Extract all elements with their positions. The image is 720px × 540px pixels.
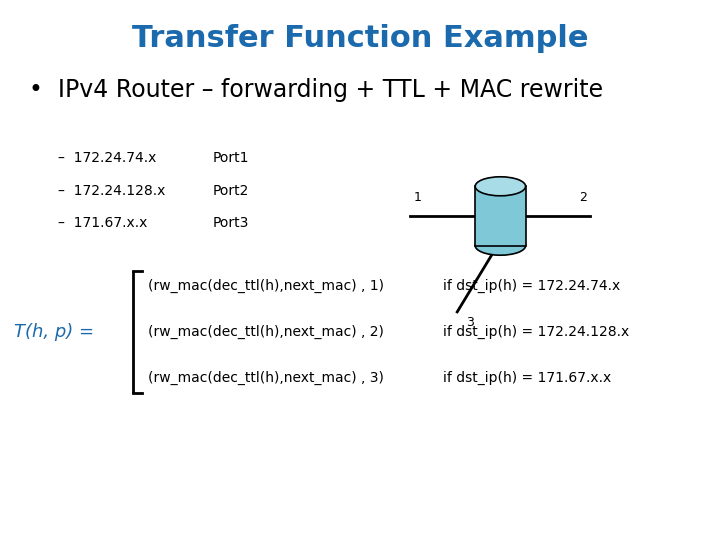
Ellipse shape [475,236,526,255]
Text: 3: 3 [466,316,474,329]
Text: (rw_mac(dec_ttl(h),next_mac) , 2): (rw_mac(dec_ttl(h),next_mac) , 2) [148,325,384,339]
Ellipse shape [475,177,526,196]
Text: 2: 2 [579,191,587,204]
Text: (rw_mac(dec_ttl(h),next_mac) , 3): (rw_mac(dec_ttl(h),next_mac) , 3) [148,371,384,385]
Text: Transfer Function Example: Transfer Function Example [132,24,588,53]
Text: if dst_ip(h) = 172.24.128.x: if dst_ip(h) = 172.24.128.x [443,325,629,339]
Text: if dst_ip(h) = 172.24.74.x: if dst_ip(h) = 172.24.74.x [443,279,620,293]
Text: T(h, p) =: T(h, p) = [14,323,94,341]
Text: Port3: Port3 [212,216,249,230]
Text: (rw_mac(dec_ttl(h),next_mac) , 1): (rw_mac(dec_ttl(h),next_mac) , 1) [148,279,384,293]
FancyBboxPatch shape [475,186,526,246]
Text: Port1: Port1 [212,151,249,165]
Text: if dst_ip(h) = 171.67.x.x: if dst_ip(h) = 171.67.x.x [443,371,611,385]
Text: –  172.24.128.x: – 172.24.128.x [58,184,165,198]
Text: –  171.67.x.x: – 171.67.x.x [58,216,147,230]
Text: 1: 1 [414,191,422,204]
Text: –  172.24.74.x: – 172.24.74.x [58,151,156,165]
Text: •  IPv4 Router – forwarding + TTL + MAC rewrite: • IPv4 Router – forwarding + TTL + MAC r… [29,78,603,102]
Text: Port2: Port2 [212,184,249,198]
